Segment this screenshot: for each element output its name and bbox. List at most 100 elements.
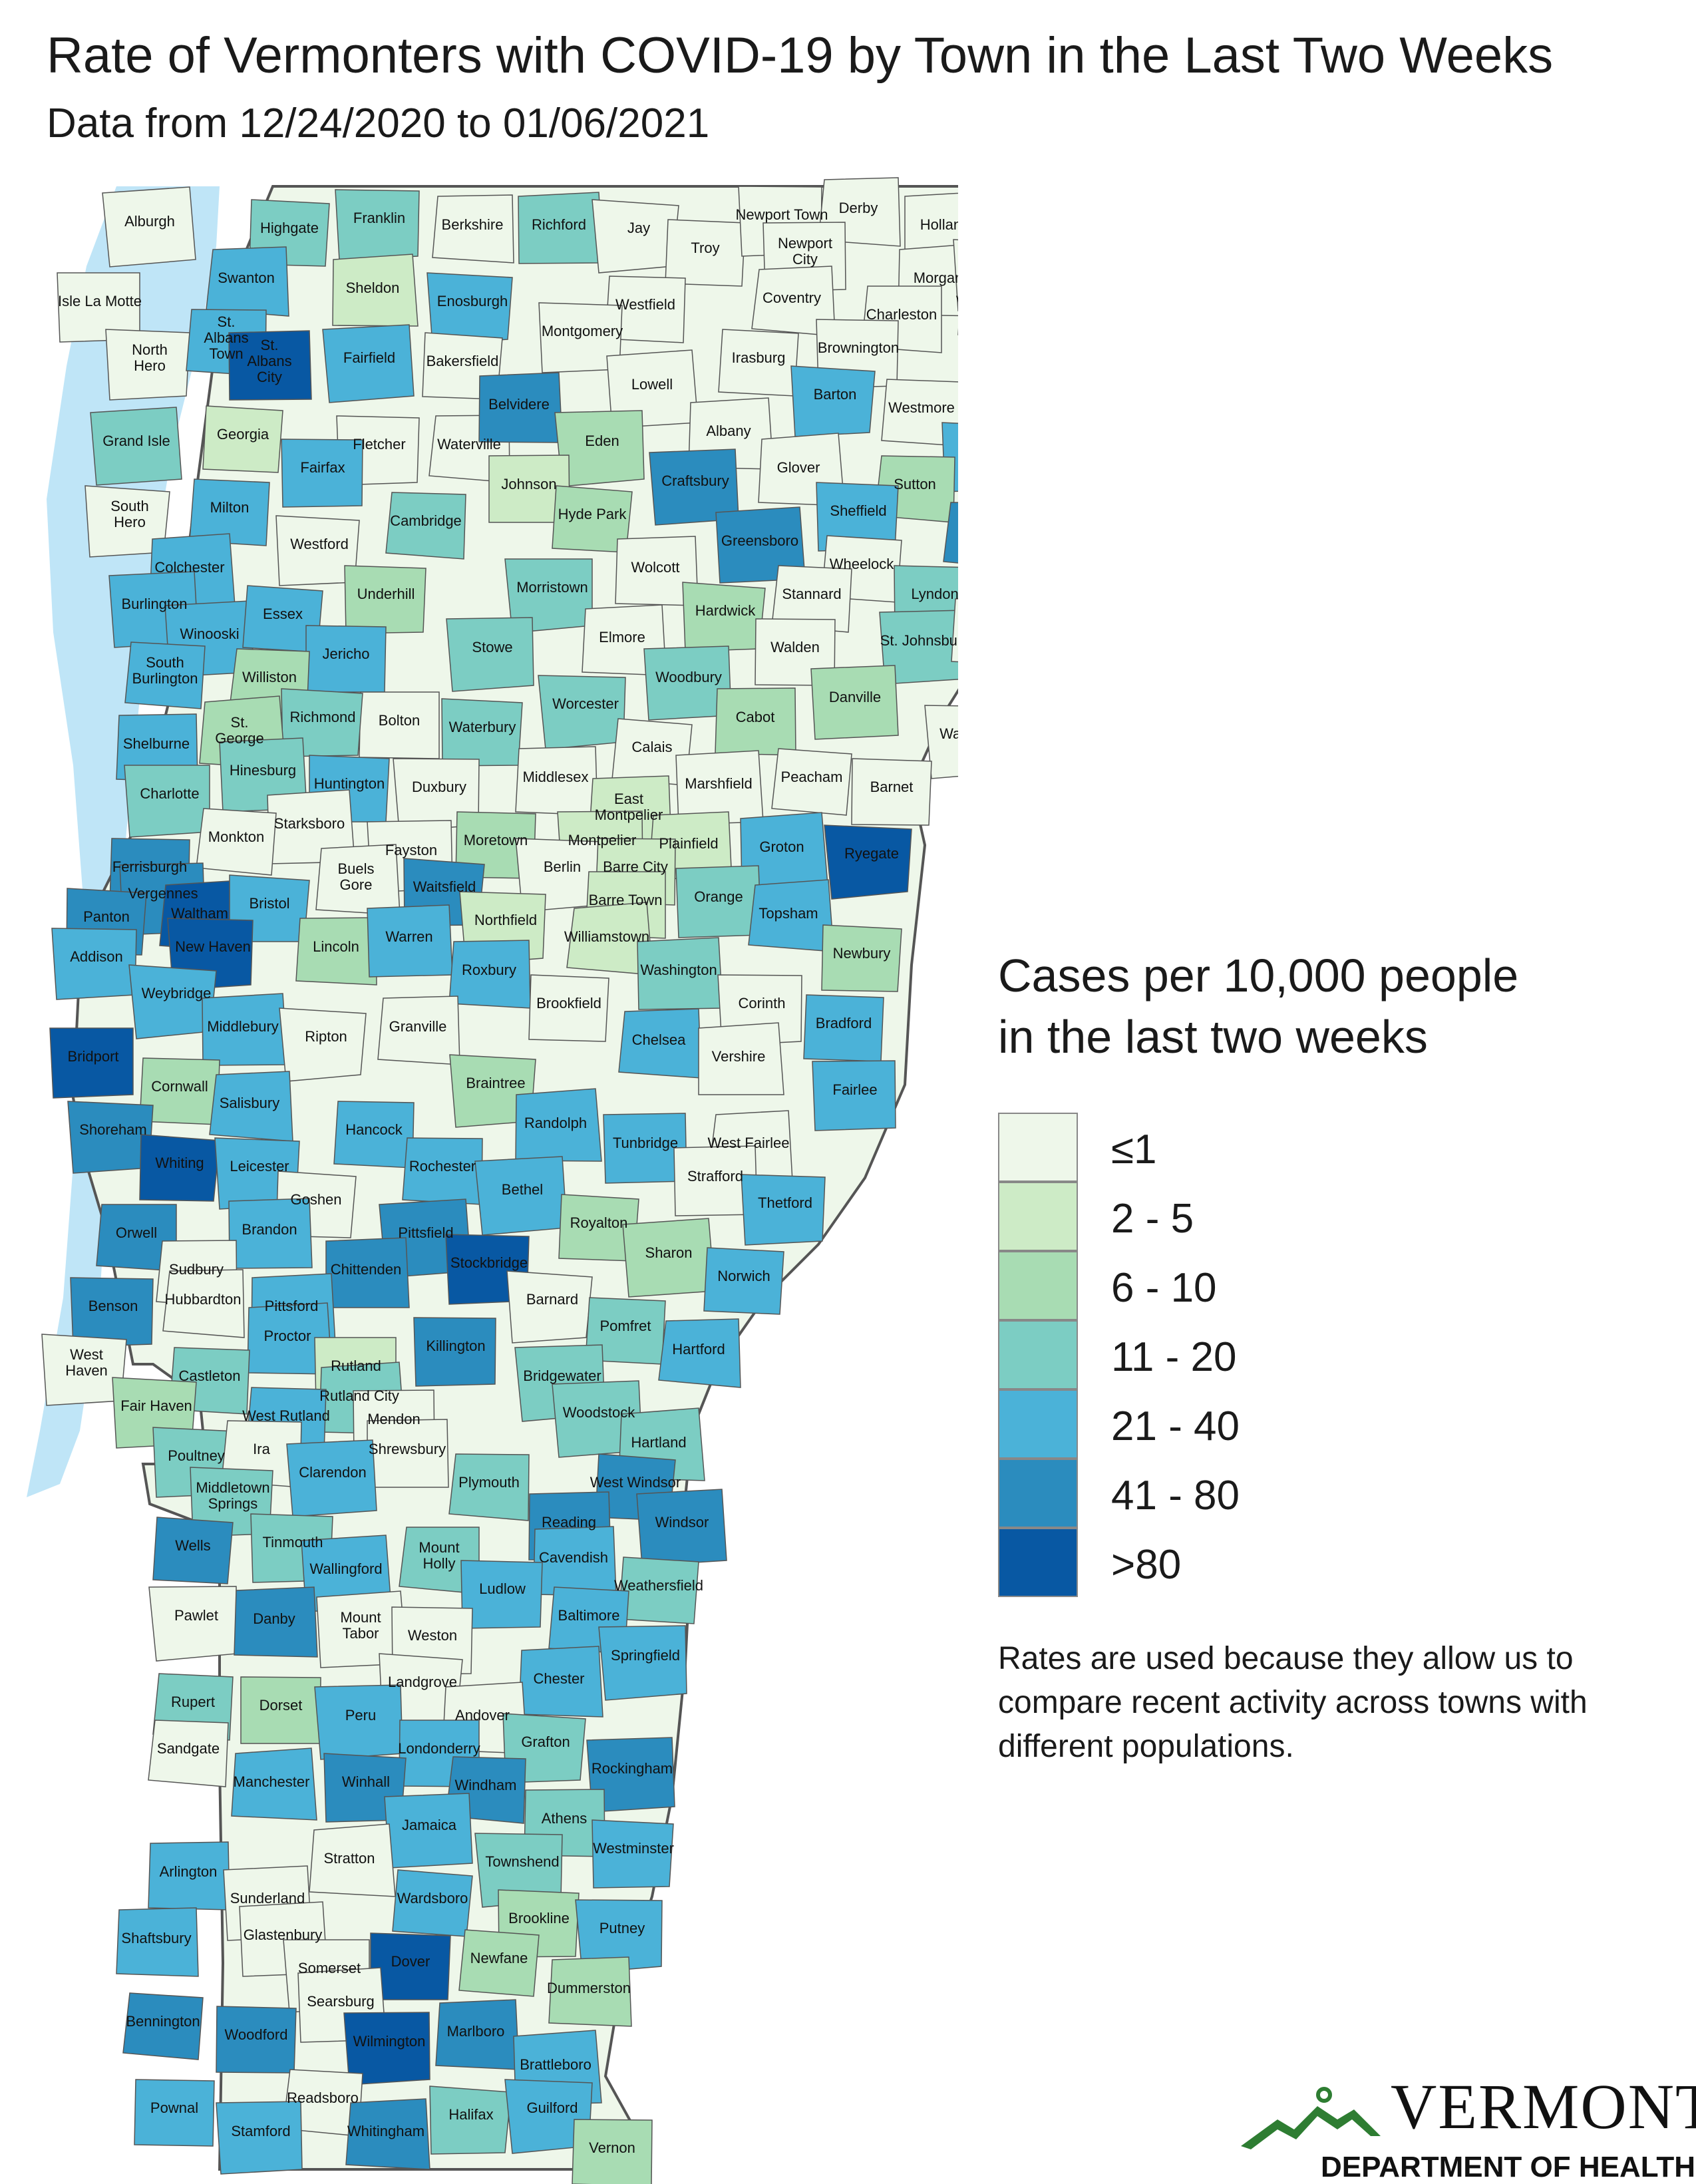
town-label: Belvidere (488, 396, 550, 413)
town-label: Glastenbury (244, 1926, 323, 1943)
town-label: Highgate (260, 220, 319, 236)
town-label: Sheldon (346, 279, 400, 296)
town-area (162, 1269, 245, 1338)
town-area (592, 1819, 674, 1889)
town-area (506, 1270, 593, 1344)
town-label: Poultney (168, 1447, 225, 1464)
town-area (528, 974, 609, 1042)
logo-wordmark: VERMONT (1391, 2071, 1696, 2142)
town-label: Jay (627, 220, 650, 236)
town-label: Pownal (150, 2099, 198, 2116)
town-label: St. Albans Town (204, 313, 248, 362)
legend-title-line2: in the last two weeks (998, 1011, 1428, 1063)
town-area (821, 924, 902, 992)
town-area (90, 407, 182, 486)
town-area (824, 824, 912, 900)
town-label: Stannard (782, 586, 841, 602)
town-area (658, 1318, 741, 1388)
town-area (879, 610, 958, 685)
town-area (228, 330, 312, 401)
town-area (698, 1022, 784, 1095)
town-area (295, 917, 377, 986)
town-label: Grafton (521, 1733, 570, 1750)
town-label: Sunderland (230, 1890, 305, 1907)
town-label: Brattleboro (520, 2056, 592, 2073)
town-label: Tinmouth (263, 1534, 323, 1550)
legend-label: 21 - 40 (1111, 1403, 1240, 1449)
town-label: Mount Holly (419, 1539, 459, 1572)
town-label: Springfield (611, 1647, 680, 1664)
town-label: Hartland (631, 1434, 686, 1451)
town-label: Topsham (759, 905, 818, 922)
town-label: Worcester (552, 695, 619, 712)
town-label: Waterville (437, 436, 501, 453)
town-label: South Burlington (132, 654, 198, 687)
town-label: Hancock (345, 1121, 403, 1138)
town-label: North Hero (132, 341, 168, 374)
town-area (116, 1907, 199, 1977)
town-label: Plainfield (659, 835, 718, 852)
town-label: Irasburg (732, 349, 786, 366)
town-label: Sutton (894, 476, 936, 492)
town-label: Braintree (466, 1075, 525, 1091)
town-label: Sandgate (157, 1740, 220, 1757)
town-area (70, 1277, 154, 1348)
logo-subtitle: DEPARTMENT OF HEALTH (1321, 2151, 1695, 2183)
town-label: Cornwall (151, 1078, 208, 1095)
town-label: Athens (542, 1810, 588, 1827)
town-label: Troy (691, 240, 719, 256)
town-label: Shaftsbury (121, 1930, 191, 1946)
legend-swatch (998, 1251, 1078, 1320)
town-area (771, 748, 852, 816)
vermont-mountains-logo-icon (1241, 2087, 1381, 2149)
town-label: Huntington (314, 775, 385, 792)
town-label: Pittsfield (398, 1224, 453, 1241)
town-area (234, 1586, 318, 1658)
town-label: Montpelier (568, 832, 637, 848)
town-label: Franklin (353, 210, 405, 226)
town-label: Sheffield (830, 502, 886, 519)
town-label: Lincoln (313, 938, 359, 955)
town-label: Stratton (323, 1850, 375, 1867)
town-label: Wilmington (353, 2033, 426, 2050)
town-label: Cambridge (390, 512, 462, 529)
town-area (344, 565, 426, 634)
town-area (202, 405, 283, 473)
town-area (904, 192, 958, 264)
town-label: Waltham (171, 905, 228, 922)
town-label: Landgrove (388, 1674, 457, 1690)
town-label: Hardwick (695, 602, 756, 619)
town-label: Rochester (409, 1158, 476, 1175)
town-label: Morgan (914, 270, 958, 286)
town-label: Vernon (589, 2139, 635, 2156)
town-label: Essex (263, 606, 303, 622)
town-label: Woodbury (655, 669, 722, 685)
town-label: Woodstock (563, 1404, 635, 1421)
town-label: Vershire (712, 1048, 766, 1065)
town-label: Barre Town (589, 892, 663, 908)
town-label: Mendon (367, 1411, 421, 1427)
town-label: Marshfield (685, 775, 752, 792)
town-label: Warren Gore (956, 293, 958, 309)
town-label: Shoreham (79, 1121, 147, 1138)
town-label: Coventry (763, 289, 821, 306)
town-label: Readsboro (287, 2090, 359, 2106)
town-label: Leicester (230, 1158, 289, 1175)
town-label: Cabot (736, 709, 775, 725)
town-label: Berkshire (442, 216, 504, 233)
legend-label: 11 - 20 (1111, 1334, 1237, 1380)
town-area (572, 2119, 653, 2184)
town-label: Norwich (717, 1268, 770, 1284)
town-label: Vergennes (128, 885, 198, 902)
town-label: West Rutland (242, 1407, 330, 1424)
town-label: Danville (829, 689, 881, 705)
town-label: Walden (770, 639, 820, 655)
town-label: Barton (814, 386, 857, 403)
town-label: Milton (210, 499, 250, 516)
town-label: Plymouth (458, 1474, 520, 1491)
town-area (703, 1247, 784, 1315)
town-label: Bridport (67, 1048, 118, 1065)
town-label: Pawlet (174, 1607, 218, 1624)
town-area (322, 324, 415, 403)
town-label: Andover (455, 1707, 510, 1724)
